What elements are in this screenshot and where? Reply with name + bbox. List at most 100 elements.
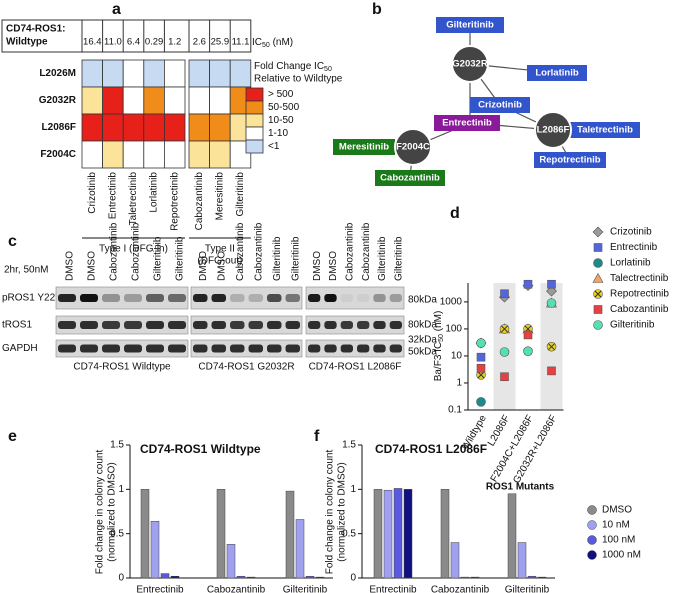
lane-label: Cabozantinib — [253, 222, 264, 281]
column-shade — [493, 283, 516, 410]
blot-band — [324, 344, 337, 353]
legend-label: Gilteritinib — [610, 320, 655, 331]
kda-marker: 80kDa — [408, 295, 437, 306]
group-label: Type II — [205, 244, 235, 255]
mutation-node: G2032R — [451, 45, 489, 83]
row-label: L2086F — [42, 122, 76, 133]
heat-cell — [122, 86, 145, 115]
blot-band — [389, 294, 402, 302]
blot-band — [146, 321, 164, 329]
drug-label: Cabozantinib — [380, 173, 440, 184]
bar — [246, 576, 256, 579]
bar — [140, 489, 150, 579]
header-unit-part: (nM) — [270, 37, 293, 48]
y-tick-label: 10 — [451, 351, 463, 362]
heat-cell — [102, 86, 124, 115]
scatter-point — [476, 338, 486, 348]
blot-band — [168, 344, 186, 353]
y-tick-label: 0.5 — [342, 528, 356, 539]
blot-band — [285, 321, 300, 329]
blot-band — [211, 344, 226, 353]
bar — [170, 575, 180, 579]
heat-cell — [163, 140, 186, 169]
y-axis-title: Ba/F3 IC50 (nM) — [433, 311, 446, 382]
legend-marker — [587, 505, 597, 515]
header-unit-part: IC — [252, 37, 262, 48]
header-label: CD74-ROS1: — [6, 24, 65, 35]
blot-band — [285, 344, 300, 353]
scatter-point — [523, 330, 533, 340]
y-tick-label: 0 — [118, 573, 124, 584]
heat-cell — [163, 59, 186, 88]
legend-title: Fold Change IC50 — [254, 61, 332, 74]
legend-label: 10-50 — [268, 115, 294, 126]
blot-band — [193, 344, 208, 353]
blot-band — [211, 294, 226, 302]
column-label: Taletrectinib — [128, 172, 139, 226]
blot-membrane — [190, 286, 303, 310]
blot-membrane — [305, 339, 405, 358]
mutation-node: L2086F — [534, 111, 572, 149]
y-tick-label: 0 — [350, 573, 356, 584]
network: Gilteritinib Lorlatinib Crizotinib Talet… — [333, 17, 640, 186]
scatter-point — [500, 289, 509, 299]
heat-cell — [143, 113, 165, 142]
legend-marker — [593, 320, 603, 330]
blot-band — [211, 321, 226, 329]
y-tick-label: 100 — [445, 324, 462, 335]
blot-band — [373, 294, 386, 302]
heat-cell — [81, 59, 104, 88]
y-axis-title: (normalized to DMSO) — [107, 462, 118, 561]
x-tick-label: Gilteritinib — [283, 585, 328, 593]
lane-label: DMSO — [328, 251, 339, 281]
kda-marker: 50kDa — [408, 347, 437, 358]
panel-label: e — [8, 428, 17, 445]
bar — [160, 573, 170, 579]
group-label: Type I (DFG-in) — [99, 244, 168, 255]
legend-marker — [592, 226, 604, 238]
y-tick-label: 1 — [118, 484, 124, 495]
legend-label: 10 nM — [602, 520, 630, 531]
legend-title: Relative to Wildtype — [254, 74, 343, 85]
bar — [507, 493, 517, 579]
drug-node: Cabozantinib — [375, 170, 445, 186]
header-unit: IC50 (nM) — [252, 37, 293, 50]
heat-cell — [81, 113, 104, 142]
blot-membrane — [55, 286, 189, 310]
blot-band — [267, 294, 282, 302]
blot-row-label: tROS1 — [2, 320, 32, 331]
mutation-label: G2032R — [452, 59, 488, 70]
heat-cell — [81, 140, 104, 169]
bar — [537, 576, 547, 579]
blot-treatment: 2hr, 50nM — [4, 265, 48, 276]
row-label: L2026M — [39, 68, 76, 79]
header-label: Wildtype — [6, 37, 48, 48]
heat-cell — [122, 140, 145, 169]
blot-band — [340, 344, 353, 353]
blot-band — [80, 344, 98, 353]
legend-label: Talectrectinib — [610, 273, 669, 284]
kda-marker: 80kDa — [408, 320, 437, 331]
drug-label: Repotrectinib — [539, 155, 600, 166]
bar — [373, 489, 383, 579]
blot-membrane — [55, 339, 189, 358]
blot-band — [168, 321, 186, 329]
legend-marker — [587, 550, 597, 560]
blot-band — [340, 321, 353, 329]
blot-band — [124, 344, 142, 353]
heat-cell — [229, 59, 252, 88]
y-axis-title: Fold change in colony count — [325, 450, 336, 575]
legend-label: 100 nM — [602, 535, 635, 546]
header-value: 11.1 — [232, 37, 250, 48]
legend-swatch — [245, 113, 264, 128]
heat-cell — [188, 59, 211, 88]
y-axis-title-part: 50 — [438, 334, 445, 342]
blot-band — [357, 321, 370, 329]
blot-band — [146, 344, 164, 353]
blot-row-label: pROS1 Y2274 — [2, 293, 67, 304]
heat-cell — [209, 140, 231, 169]
blot-band — [102, 344, 120, 353]
scatter-point — [523, 279, 533, 289]
blot-band — [102, 294, 120, 302]
blot-band — [124, 294, 142, 302]
